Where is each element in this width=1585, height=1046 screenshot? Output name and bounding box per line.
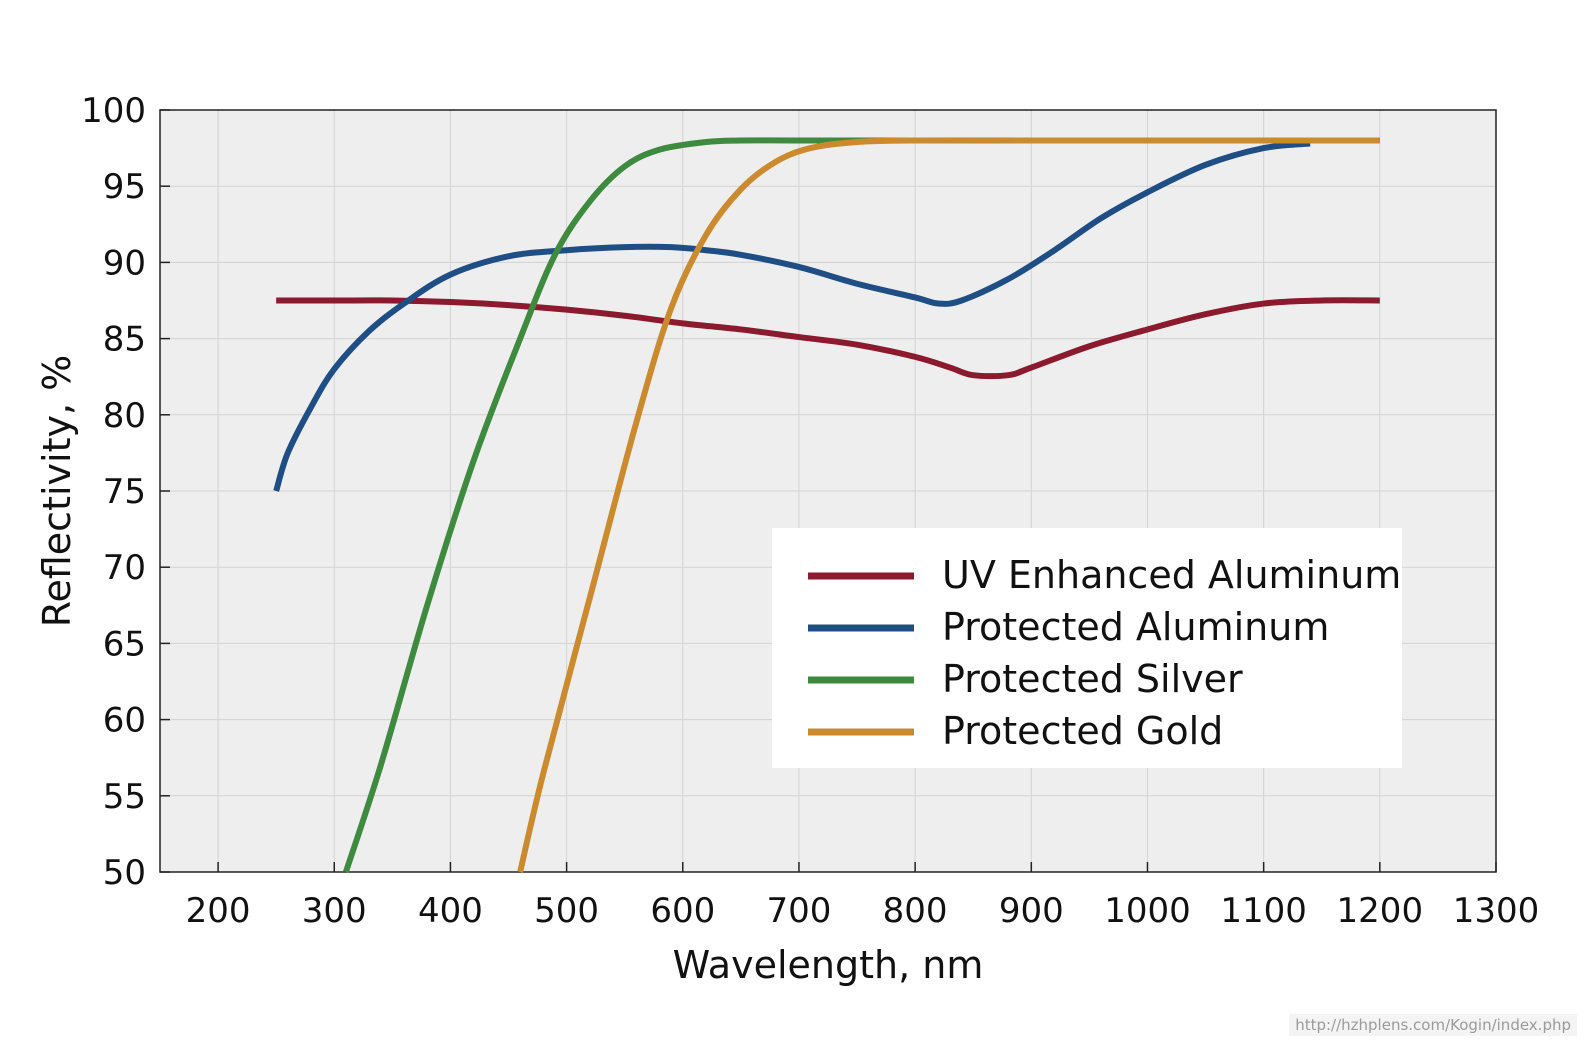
- x-tick-label: 300: [302, 891, 367, 931]
- y-tick-label: 75: [103, 472, 146, 512]
- x-tick-labels: 200 300 400 500 600 700 800 900 1000 1100 1200 1300: [186, 862, 1540, 931]
- y-tick-label: 65: [103, 624, 146, 664]
- legend-label: Protected Silver: [942, 657, 1243, 701]
- x-tick-label: 700: [767, 891, 832, 931]
- x-tick-label: 900: [999, 891, 1064, 931]
- y-tick-labels: 50 55 60 65 70 75 80 85 90 95 100: [81, 91, 170, 893]
- x-tick-label: 1000: [1104, 891, 1191, 931]
- series-line-0: [276, 297, 1380, 380]
- y-tick-label: 55: [103, 777, 146, 817]
- series-line-1: [273, 140, 1311, 492]
- y-tick-label: 95: [103, 167, 146, 207]
- x-tick-label: 1200: [1337, 891, 1424, 931]
- x-tick-label: 200: [186, 891, 251, 931]
- y-tick-label: 100: [81, 91, 146, 131]
- y-tick-label: 70: [103, 548, 146, 588]
- y-tick-label: 85: [103, 320, 146, 360]
- legend-box: [772, 528, 1402, 768]
- y-tick-label: 90: [103, 243, 146, 283]
- x-axis-title: Wavelength, nm: [673, 943, 984, 987]
- series-lines: [273, 137, 1380, 873]
- legend-label: Protected Aluminum: [942, 605, 1329, 649]
- legend-label: Protected Gold: [942, 709, 1223, 753]
- x-tick-label: 800: [883, 891, 948, 931]
- y-axis-title: Reflectivity, %: [35, 355, 79, 627]
- x-tick-label: 500: [534, 891, 599, 931]
- y-tick-label: 80: [103, 396, 146, 436]
- series-line-3: [517, 137, 1380, 873]
- legend: UV Enhanced Aluminum Protected Aluminum Pr…: [772, 528, 1402, 768]
- watermark-text: http://hzhplens.com/Kogin/index.php: [1289, 1014, 1577, 1036]
- legend-label: UV Enhanced Aluminum: [942, 553, 1401, 597]
- y-tick-label: 60: [103, 701, 146, 741]
- x-tick-label: 400: [418, 891, 483, 931]
- x-tick-label: 1300: [1453, 891, 1540, 931]
- y-tick-label: 50: [103, 853, 146, 893]
- x-tick-label: 1100: [1220, 891, 1307, 931]
- x-tick-label: 600: [650, 891, 715, 931]
